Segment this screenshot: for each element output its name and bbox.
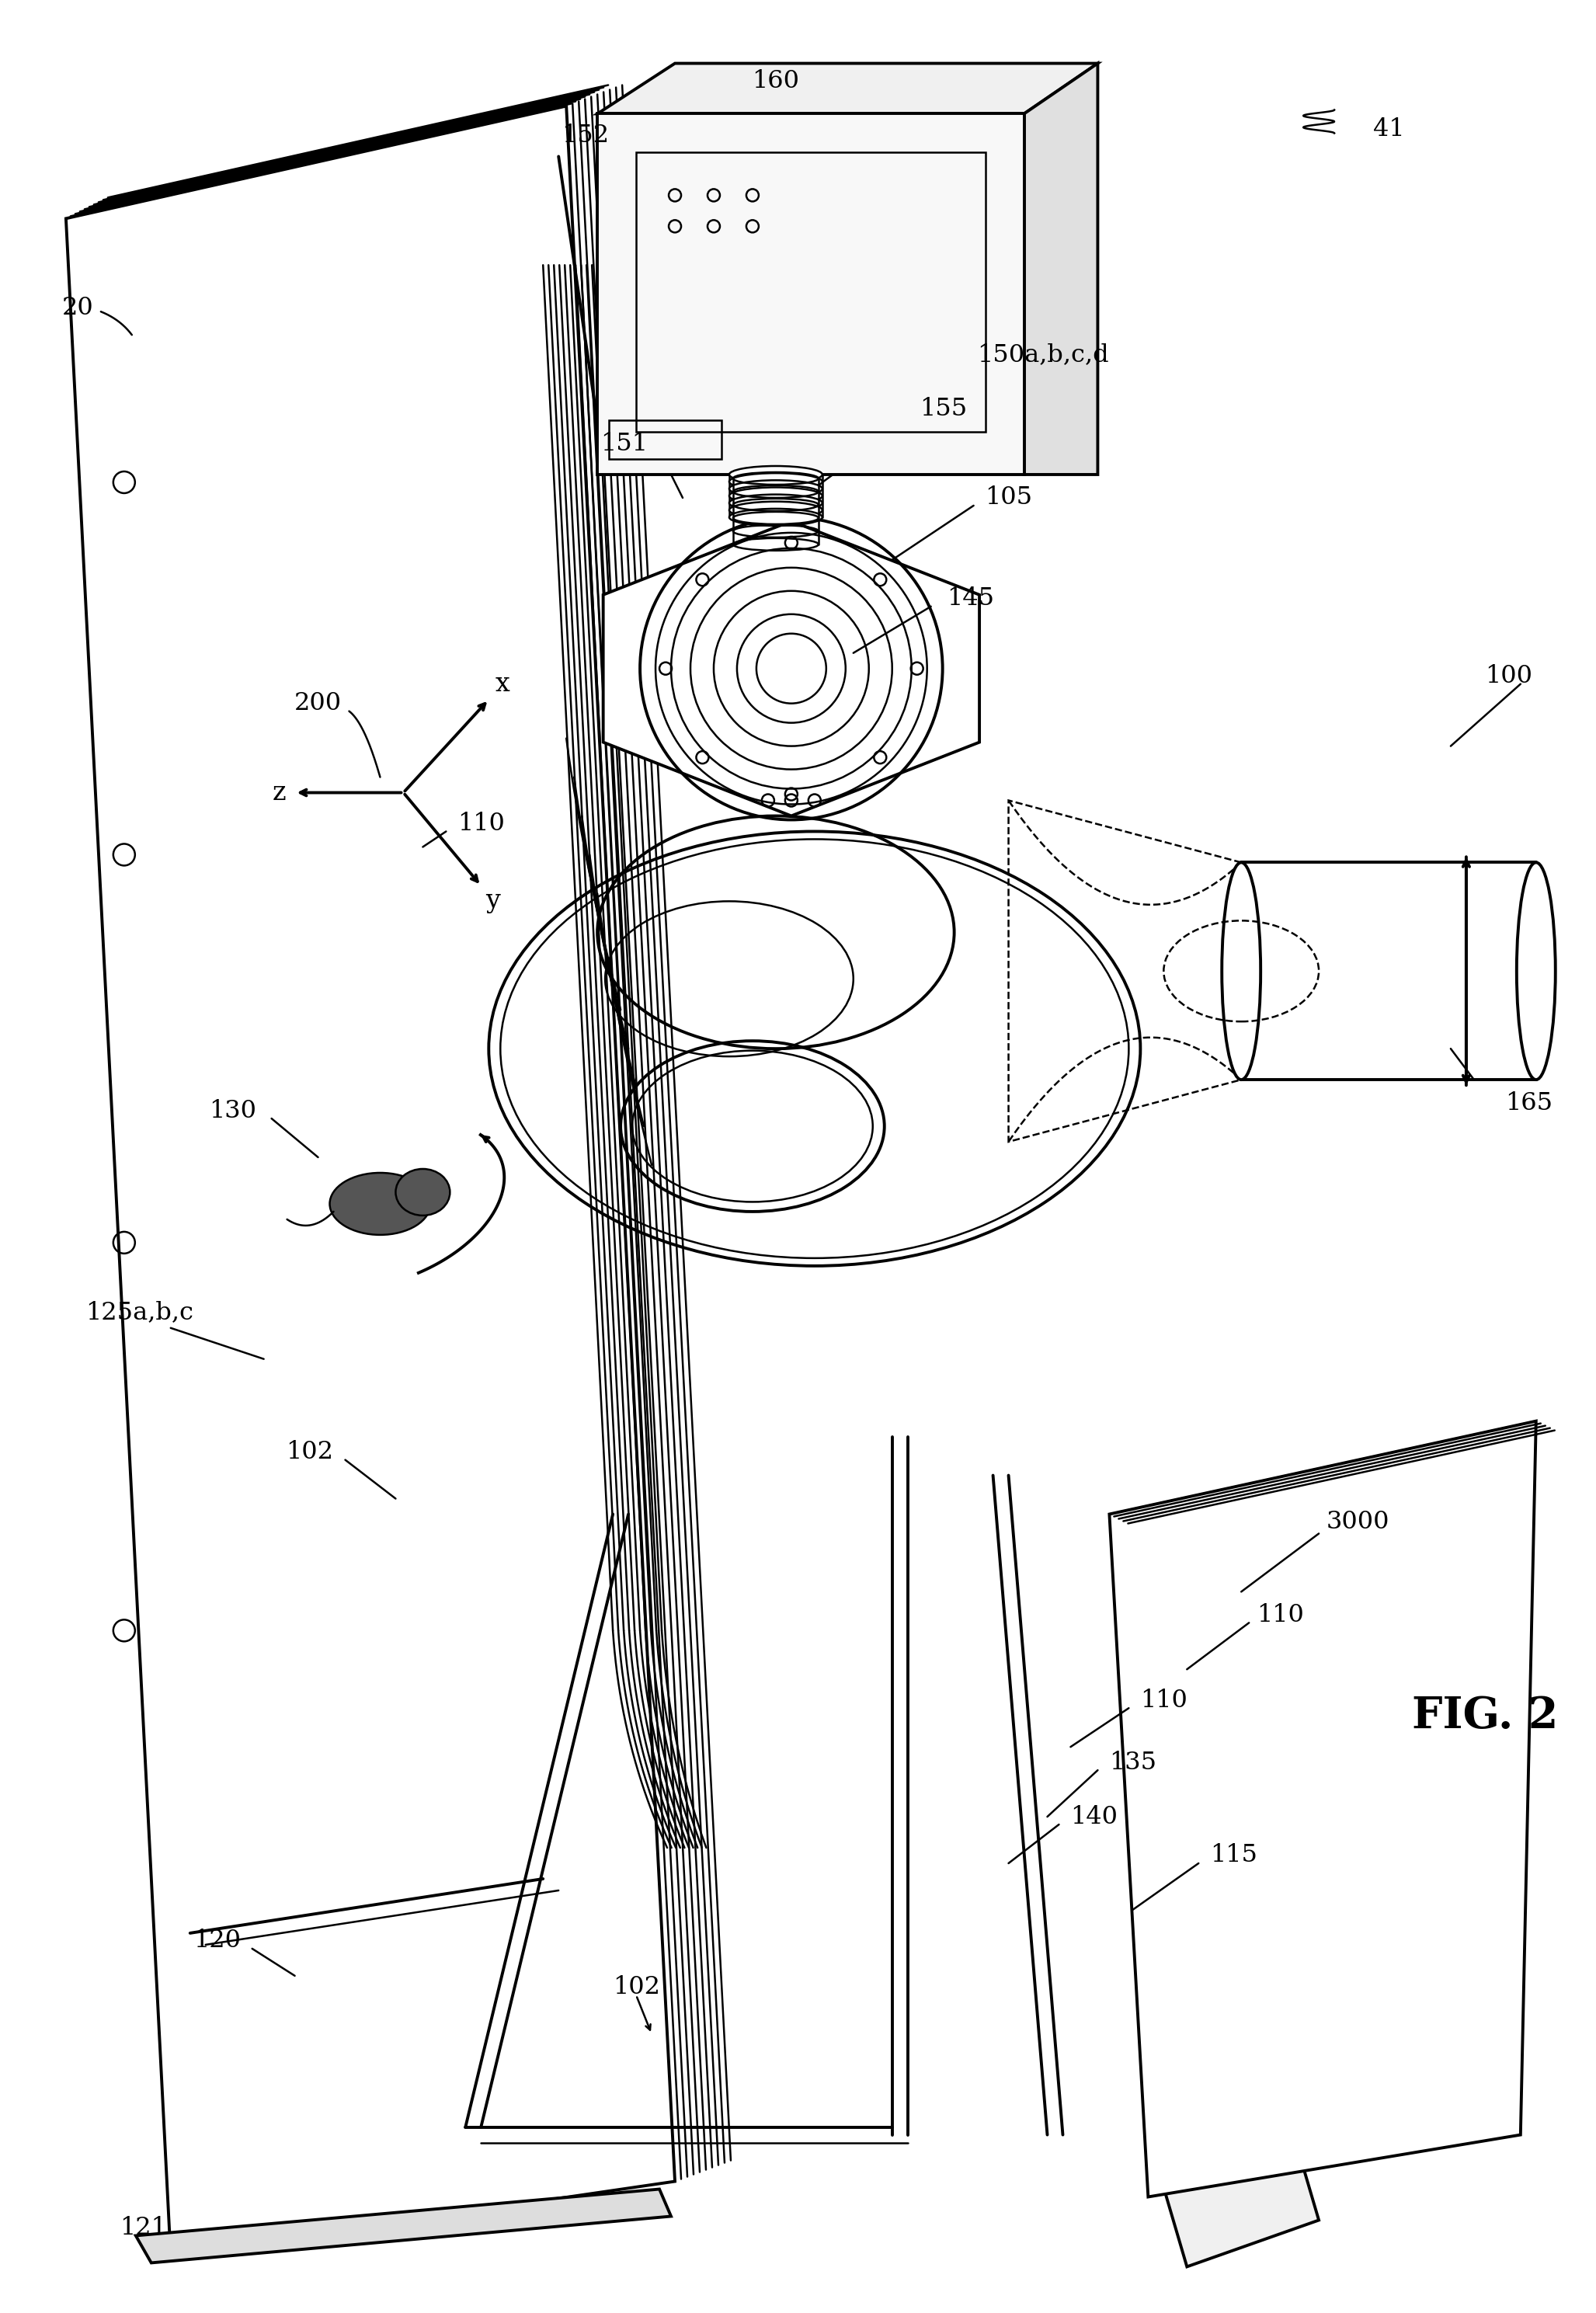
Text: 160: 160 (752, 69, 800, 93)
Text: x: x (495, 671, 511, 696)
Text: 102: 102 (613, 1975, 661, 1998)
Text: 120: 120 (193, 1929, 241, 1952)
Text: 20: 20 (62, 296, 94, 319)
Text: 110: 110 (458, 812, 504, 835)
Text: 110: 110 (1141, 1688, 1187, 1712)
Text: 115: 115 (1210, 1843, 1258, 1867)
Text: 105: 105 (985, 486, 1033, 509)
Text: FIG. 2: FIG. 2 (1412, 1695, 1558, 1737)
Polygon shape (136, 2188, 670, 2262)
Text: 150a,b,c,d: 150a,b,c,d (977, 342, 1109, 365)
Text: 130: 130 (209, 1099, 255, 1122)
Text: 151: 151 (600, 433, 648, 456)
Ellipse shape (1223, 863, 1261, 1080)
Text: 102: 102 (286, 1441, 334, 1464)
Polygon shape (1148, 2089, 1318, 2267)
Ellipse shape (729, 488, 822, 504)
Ellipse shape (729, 474, 822, 490)
Polygon shape (603, 520, 980, 816)
Ellipse shape (729, 502, 822, 518)
Polygon shape (1025, 62, 1098, 474)
Ellipse shape (729, 465, 822, 483)
Text: 200: 200 (294, 692, 342, 715)
Ellipse shape (729, 481, 822, 497)
Ellipse shape (1516, 863, 1556, 1080)
Text: 155: 155 (919, 396, 967, 421)
Ellipse shape (729, 509, 822, 525)
Text: 100: 100 (1484, 664, 1532, 689)
Text: 140: 140 (1071, 1804, 1117, 1830)
Text: 125a,b,c: 125a,b,c (85, 1300, 193, 1325)
Text: 121: 121 (120, 2216, 168, 2239)
Text: 152: 152 (562, 123, 610, 148)
Text: 3000: 3000 (1326, 1510, 1390, 1534)
Polygon shape (1109, 1420, 1535, 2197)
Text: y: y (485, 888, 500, 914)
Text: 41: 41 (1373, 118, 1404, 141)
Text: 165: 165 (1505, 1092, 1553, 1115)
Text: 110: 110 (1256, 1603, 1304, 1626)
Ellipse shape (396, 1168, 450, 1214)
Ellipse shape (729, 495, 822, 511)
Text: z: z (273, 779, 286, 805)
Ellipse shape (330, 1173, 431, 1235)
Polygon shape (597, 113, 1025, 474)
Text: 145: 145 (946, 588, 994, 611)
Polygon shape (65, 106, 675, 2255)
Polygon shape (597, 62, 1098, 113)
Text: 135: 135 (1109, 1751, 1157, 1774)
